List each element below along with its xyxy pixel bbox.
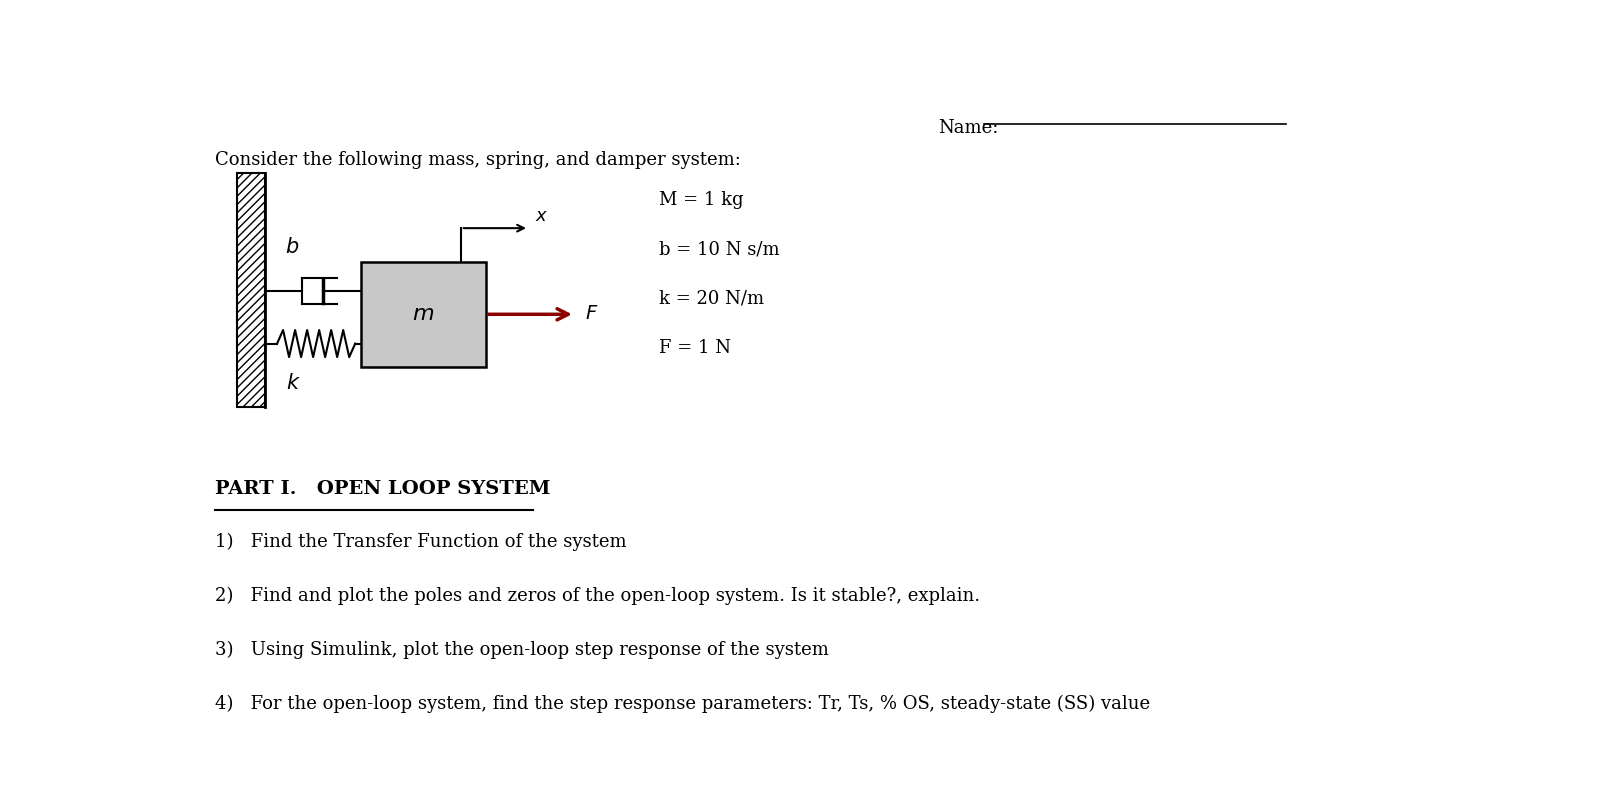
Text: Name:: Name: [938, 118, 999, 137]
Text: 1)   Find the Transfer Function of the system: 1) Find the Transfer Function of the sys… [215, 533, 626, 551]
Bar [237, 173, 264, 407]
Text: k = 20 N/m: k = 20 N/m [660, 290, 764, 308]
Text: 2)   Find and plot the poles and zeros of the open-loop system. Is it stable?, e: 2) Find and plot the poles and zeros of … [215, 586, 980, 605]
Text: PART I.   OPEN LOOP SYSTEM: PART I. OPEN LOOP SYSTEM [215, 480, 551, 499]
Text: $F$: $F$ [584, 305, 599, 324]
Text: $x$: $x$ [535, 207, 549, 225]
Text: 3)   Using Simulink, plot the open-loop step response of the system: 3) Using Simulink, plot the open-loop st… [215, 641, 829, 659]
Text: 4)   For the open-loop system, find the step response parameters: Tr, Ts, % OS, : 4) For the open-loop system, find the st… [215, 695, 1150, 714]
Text: $k$: $k$ [287, 373, 301, 393]
Bar [362, 262, 485, 367]
Text: b = 10 N s/m: b = 10 N s/m [660, 240, 780, 258]
Text: $b$: $b$ [285, 237, 299, 257]
Text: $m$: $m$ [413, 304, 434, 325]
Text: M = 1 kg: M = 1 kg [660, 191, 744, 209]
Text: F = 1 N: F = 1 N [660, 339, 732, 357]
Text: Consider the following mass, spring, and damper system:: Consider the following mass, spring, and… [215, 151, 741, 169]
